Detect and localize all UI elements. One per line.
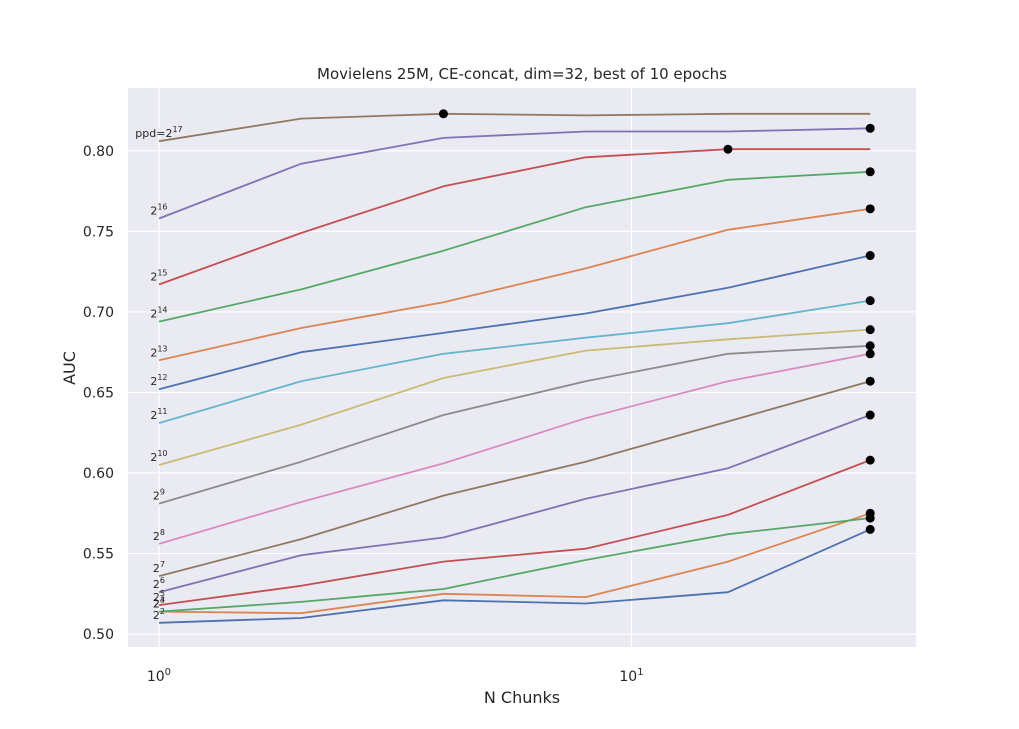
best-point-marker <box>438 109 448 119</box>
series-label: 28 <box>153 528 165 543</box>
chart-title: Movielens 25M, CE-concat, dim=32, best o… <box>317 65 727 83</box>
series-line-2-pow-14 <box>158 170 871 323</box>
series-label: 27 <box>153 560 165 575</box>
series-label: 23 <box>153 596 165 611</box>
y-tick-label: 0.65 <box>83 385 114 401</box>
best-point-marker <box>865 204 875 214</box>
series-label: 211 <box>150 407 167 422</box>
best-point-marker <box>865 251 875 261</box>
series-label: 29 <box>153 488 165 503</box>
series-line-2-pow-8 <box>158 352 871 545</box>
series-label: 215 <box>150 269 167 284</box>
best-point-marker <box>865 349 875 359</box>
best-point-marker <box>865 296 875 306</box>
best-point-marker <box>865 325 875 335</box>
best-point-marker <box>865 455 875 465</box>
series-line-2-pow-4 <box>158 517 871 613</box>
y-tick-label: 0.70 <box>83 305 114 321</box>
series-line-2-pow-10 <box>158 328 871 466</box>
series-label: 216 <box>150 202 167 217</box>
series-line-2-pow-11 <box>158 299 871 424</box>
series-line-2-pow-9 <box>158 344 871 505</box>
series-line-2-pow-5 <box>158 459 871 606</box>
series-label: ppd=217 <box>135 125 182 140</box>
y-tick-label: 0.80 <box>83 144 114 160</box>
y-tick-label: 0.50 <box>83 627 114 643</box>
series-label: 24 <box>153 596 165 611</box>
best-point-marker <box>723 144 733 154</box>
x-tick-label: 101 <box>619 667 643 685</box>
series-label: 214 <box>150 306 167 321</box>
series-line-2-pow-3 <box>158 512 871 615</box>
x-axis-title: N Chunks <box>484 688 560 707</box>
series-line-2-pow-17 <box>158 112 871 143</box>
best-point-marker <box>865 376 875 386</box>
series-line-2-pow-16 <box>158 127 871 220</box>
series-lines <box>158 112 871 624</box>
best-point-marker <box>865 123 875 133</box>
series-label: 22 <box>153 607 165 622</box>
series-label: 25 <box>153 589 165 604</box>
grid-lines <box>128 88 916 647</box>
y-tick-labels: 0.50 0.55 0.60 0.65 0.70 0.75 0.80 <box>83 144 114 643</box>
best-point-marker <box>865 513 875 523</box>
best-point-marker <box>865 167 875 177</box>
series-line-2-pow-6 <box>158 414 871 594</box>
y-tick-label: 0.75 <box>83 224 114 240</box>
series-label: 212 <box>150 373 167 388</box>
y-tick-label: 0.60 <box>83 466 114 482</box>
series-line-2-pow-2 <box>158 528 871 624</box>
x-tick-labels: 100 101 <box>147 667 644 685</box>
y-tick-label: 0.55 <box>83 547 114 563</box>
best-point-marker <box>865 410 875 420</box>
series-label: 213 <box>150 344 167 359</box>
series-line-2-pow-12 <box>158 254 871 391</box>
best-point-marker <box>865 341 875 351</box>
series-line-2-pow-15 <box>158 148 871 286</box>
series-label: 210 <box>150 449 167 464</box>
best-point-marker <box>865 524 875 534</box>
series-line-2-pow-7 <box>158 380 871 577</box>
best-markers <box>438 109 875 534</box>
series-line-2-pow-13 <box>158 207 871 362</box>
series-label: 26 <box>153 576 165 591</box>
y-axis-title: AUC <box>60 351 79 385</box>
x-tick-label: 100 <box>147 667 171 685</box>
